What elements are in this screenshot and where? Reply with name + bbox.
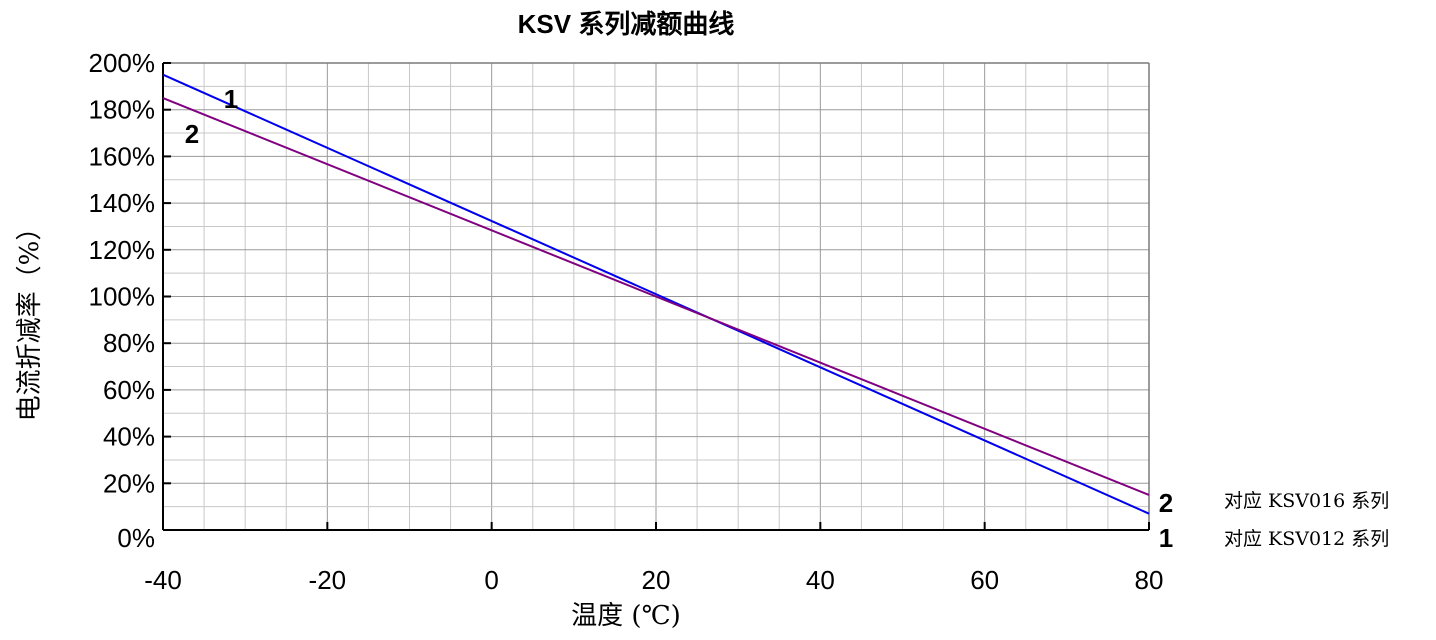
y-tick-label: 0% [117, 523, 155, 553]
series-line-2 [162, 97, 1150, 496]
x-tick-label: 80 [1135, 565, 1164, 595]
x-tick-label: 20 [642, 565, 671, 595]
series-2-start-label: 2 [185, 119, 199, 149]
series-1-start-label: 1 [224, 84, 238, 114]
legend-entry-ksv012: 对应 KSV012 系列 [1224, 528, 1389, 550]
y-tick-label: 20% [103, 468, 155, 498]
x-tick-label: -40 [144, 565, 182, 595]
x-tick-label: 0 [484, 565, 498, 595]
y-tick-label: 60% [103, 375, 155, 405]
y-axis-title: 电流折减率（%） [15, 215, 45, 422]
series-1-end-label: 1 [1159, 523, 1173, 553]
y-tick-label: 100% [89, 282, 156, 312]
series-2-end-label: 2 [1159, 488, 1173, 518]
y-tick-label: 80% [103, 328, 155, 358]
series-lines [162, 73, 1150, 515]
grid [163, 63, 1149, 530]
y-tick-label: 140% [89, 188, 156, 218]
y-tick-label: 200% [89, 48, 156, 78]
axis-ticks: -40 -20 0 20 40 60 80 0% 20% 40% 60% 80% 100% 120% 140… [89, 48, 1164, 595]
x-tick-label: -20 [309, 565, 347, 595]
series-line-1 [162, 73, 1150, 515]
x-axis-title: 温度 (℃) [571, 601, 681, 631]
chart-title: KSV 系列减额曲线 [518, 9, 735, 39]
x-tick-label: 40 [806, 565, 835, 595]
y-tick-label: 180% [89, 95, 156, 125]
x-tick-label: 60 [970, 565, 999, 595]
y-tick-label: 120% [89, 235, 156, 265]
y-tick-label: 160% [89, 141, 156, 171]
y-tick-label: 40% [103, 422, 155, 452]
legend-entry-ksv016: 对应 KSV016 系列 [1224, 490, 1389, 512]
